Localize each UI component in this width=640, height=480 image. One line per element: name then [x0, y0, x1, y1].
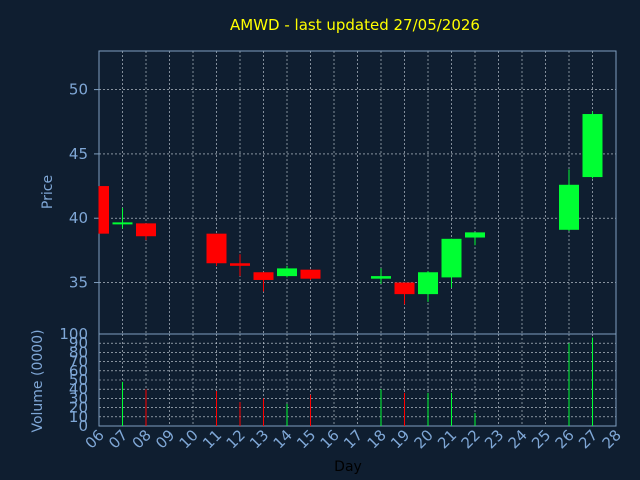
price-grid: [98, 51, 617, 334]
price-tick-label: 40: [69, 209, 88, 227]
volume-tick-label: 40: [69, 380, 88, 398]
candle-body: [371, 276, 391, 279]
candle-body: [230, 263, 250, 266]
candle-body: [559, 184, 579, 230]
price-axis-ticks: 35 40 45 50: [69, 81, 99, 292]
volume-tick-label: 0: [78, 417, 88, 435]
price-tick-label: 35: [69, 274, 88, 292]
candle-body: [136, 223, 156, 237]
volume-tick-label: 80: [69, 343, 88, 361]
volume-tick-label: 90: [69, 334, 88, 352]
price-axis-title: Price: [40, 175, 56, 209]
candle-body: [300, 269, 321, 279]
candle-body: [253, 272, 274, 280]
candlestick-series: [98, 111, 603, 305]
candle-body: [112, 222, 133, 225]
candle-body: [582, 114, 603, 178]
volume-series: [122, 337, 593, 426]
chart-title: AMWD - last updated 27/05/2026: [230, 16, 480, 34]
price-tick-label: 45: [69, 145, 88, 163]
candle-body: [99, 186, 109, 234]
price-tick-label: 50: [69, 81, 88, 99]
day-axis-ticks: 0607080910111213141516171819202122232425…: [82, 426, 625, 452]
candle-body: [441, 238, 462, 278]
volume-tick-label: 30: [69, 389, 88, 407]
candle-body: [418, 272, 438, 295]
volume-tick-label: 50: [69, 371, 88, 389]
volume-tick-label: 100: [59, 325, 88, 343]
candle-body: [465, 232, 485, 238]
volume-tick-label: 20: [69, 399, 88, 417]
volume-tick-label: 70: [69, 353, 88, 371]
candle-body: [394, 282, 415, 295]
day-axis-title: Day: [334, 459, 362, 475]
volume-tick-label: 60: [69, 362, 88, 380]
candle-body: [206, 233, 227, 264]
volume-panel-frame: [98, 333, 617, 427]
candle-body: [277, 268, 297, 277]
volume-tick-label: 10: [69, 408, 88, 426]
volume-axis-title: Volume (0000): [30, 329, 46, 432]
